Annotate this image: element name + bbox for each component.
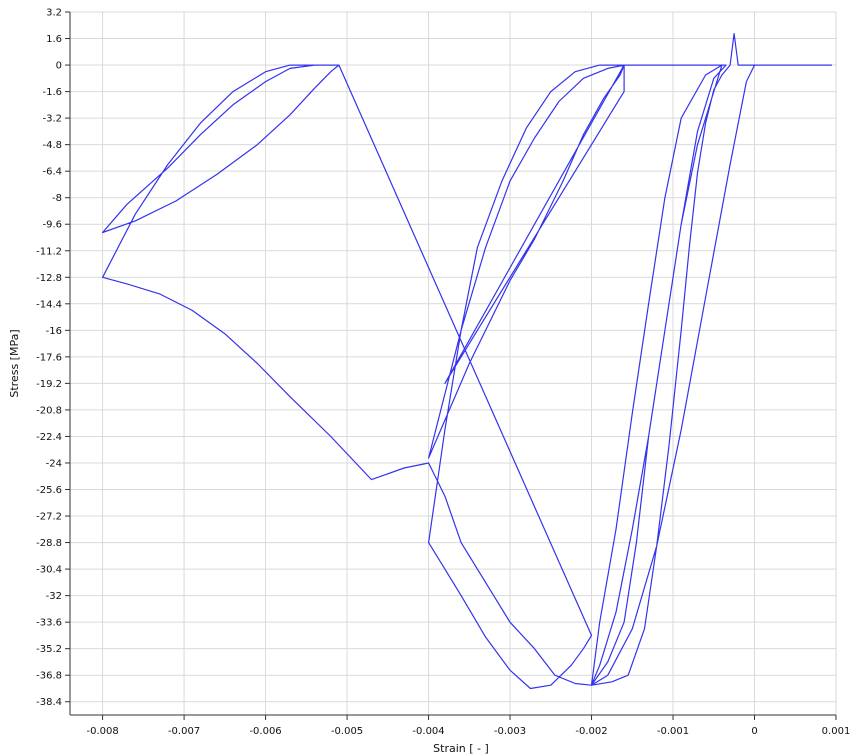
x-tick-label: -0.004 xyxy=(412,726,444,737)
x-tick-label: -0.001 xyxy=(657,726,689,737)
y-tick-label: -14.4 xyxy=(36,299,62,310)
y-tick-label: -28.8 xyxy=(36,538,62,549)
y-tick-label: -30.4 xyxy=(36,565,62,576)
x-tick-labels: -0.008 -0.007 -0.006 -0.005 -0.004 -0.003 -0.0… xyxy=(86,726,850,737)
x-tick-label: -0.008 xyxy=(86,726,118,737)
y-tick-label: -25.6 xyxy=(36,485,62,496)
data-series xyxy=(101,32,832,690)
y-tick-label: 0 xyxy=(56,61,62,72)
y-tick-labels: 3.2 1.6 0 -1.6 -3.2 -4.8 -6.4 -8 -9.6 -11.2 -12.8 -… xyxy=(36,8,62,709)
y-tick-label: -36.8 xyxy=(36,671,62,682)
stress-strain-curve xyxy=(101,32,832,690)
y-tick-label: -4.8 xyxy=(42,140,62,151)
y-tick-label: -27.2 xyxy=(36,512,62,523)
x-tick-label: 0 xyxy=(751,726,757,737)
x-tick-label: -0.003 xyxy=(494,726,526,737)
y-tick-label: -24 xyxy=(46,458,62,469)
y-tick-label: -11.2 xyxy=(36,246,62,257)
x-tick-label: -0.005 xyxy=(331,726,363,737)
x-tick-label: -0.002 xyxy=(575,726,607,737)
x-tick-label: 0.001 xyxy=(822,726,851,737)
y-tick-label: -16 xyxy=(46,326,62,337)
x-tick-label: -0.007 xyxy=(168,726,200,737)
y-tick-label: -1.6 xyxy=(42,87,62,98)
y-tick-label: 1.6 xyxy=(46,34,62,45)
y-tick-label: -9.6 xyxy=(42,220,62,231)
y-tick-label: -20.8 xyxy=(36,405,62,416)
y-tick-label: -12.8 xyxy=(36,273,62,284)
y-tick-label: 3.2 xyxy=(46,8,62,19)
axes xyxy=(65,11,837,720)
y-tick-label: -32 xyxy=(46,591,62,602)
y-tick-label: -35.2 xyxy=(36,644,62,655)
y-tick-label: -3.2 xyxy=(42,114,62,125)
y-axis-title: Stress [MPa] xyxy=(8,329,21,397)
x-tick-label: -0.006 xyxy=(249,726,281,737)
y-tick-label: -38.4 xyxy=(36,697,62,708)
x-axis-title: Strain [ - ] xyxy=(433,742,489,755)
y-tick-label: -19.2 xyxy=(36,379,62,390)
y-tick-label: -22.4 xyxy=(36,432,62,443)
y-tick-label: -33.6 xyxy=(36,618,62,629)
y-tick-label: -17.6 xyxy=(36,352,62,363)
y-tick-label: -8 xyxy=(52,193,62,204)
y-tick-label: -6.4 xyxy=(42,167,62,178)
